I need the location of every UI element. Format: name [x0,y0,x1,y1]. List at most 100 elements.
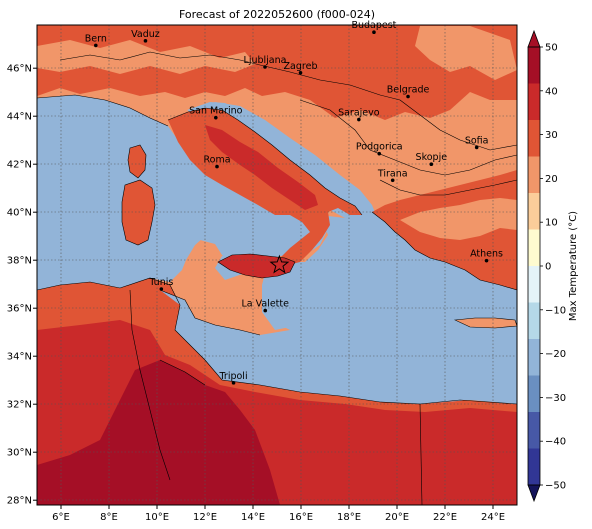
crete-island [455,318,517,328]
x-tick-label: 14°E [241,512,265,523]
colorbar-tick-label: −10 [545,305,566,316]
x-tick-label: 16°E [289,512,313,523]
y-axis-ticks: 28°N 30°N 32°N 34°N 36°N 38°N 40°N 42°N 44°N 46°N [7,64,37,507]
x-tick-label: 22°E [433,512,457,523]
colorbar-tick-label: 10 [545,218,558,229]
colorbar-band [528,375,540,413]
colorbar-extend-bottom [527,484,541,503]
colorbar-label: Max Temperature (°C) [568,211,579,321]
city-dot [263,65,267,69]
city-label: Belgrade [387,85,430,96]
colorbar-band [528,266,540,303]
city-label: Sarajevo [338,108,380,119]
city-dot [94,43,98,48]
x-tick-label: 6°E [52,512,70,523]
colorbar-tick-label: −40 [545,437,566,448]
y-tick-label: 44°N [7,112,32,123]
gridlines [37,25,517,505]
city-label: Bern [85,33,107,44]
city-label: San Marino [189,106,242,117]
city-dot [159,287,164,291]
city-label: Podgorica [356,142,403,153]
city-dot [143,39,148,43]
colorbar-tick-label: 20 [545,174,558,185]
colorbar-tick-label: −50 [545,481,566,492]
tyrrhenian-sea [145,130,310,282]
colorbar-tick-label: 40 [545,86,558,97]
y-tick-label: 30°N [7,448,32,459]
map-panel [37,25,517,505]
colorbar-tick-label: −20 [545,349,566,360]
city-label: Tirana [377,168,408,179]
city-dot [429,162,434,166]
temp-region-alps [37,40,255,74]
star-shape [269,254,290,274]
y-tick-label: 46°N [7,64,32,75]
x-tick-label: 8°E [100,512,118,523]
y-tick-label: 28°N [7,496,32,507]
location-star-marker [269,254,290,274]
city-dot [231,381,236,385]
sardinia-island [122,180,155,245]
colorbar-extend-top [527,29,541,48]
colorbar-band [528,302,540,340]
colorbar-band [528,193,540,230]
colorbar-tick-label: 30 [545,130,558,141]
colorbar: 50 40 30 20 10 0 −10 −20 −30 −40 −50 [527,29,566,503]
x-tick-label: 20°E [385,512,409,523]
city-label: Ljubljana [244,55,287,66]
colorbar-band [528,339,540,376]
x-tick-label: 12°E [193,512,217,523]
city-dot [263,308,268,313]
corsica-island [128,145,146,178]
x-tick-label: 24°E [481,512,505,523]
map-frame [36,24,518,506]
figure-title: Forecast of 2022052600 (f000-024) [179,8,375,21]
city-dot [484,258,489,263]
city-label: Athens [470,249,503,260]
city-dot [390,178,395,183]
y-tick-label: 40°N [7,208,32,219]
city-dot [214,115,218,120]
y-tick-label: 42°N [7,160,32,171]
city-dot [215,164,219,169]
greece-warm [400,198,517,240]
city-label: Budapest [351,20,396,31]
city-label: Vaduz [131,29,160,40]
y-tick-label: 36°N [7,304,32,315]
colorbar-band [528,83,540,121]
country-borders [37,51,517,505]
y-tick-label: 32°N [7,400,32,411]
city-dot [372,30,376,34]
x-tick-label: 10°E [145,512,169,523]
colorbar-tick-label: −30 [545,393,566,404]
city-dot [298,70,303,75]
city-label: Skopje [416,152,448,163]
temp-region-africa-50plus [37,360,280,505]
colorbar-band [528,47,540,84]
city-label: Tunis [148,277,173,288]
city-label: Sofia [465,135,489,146]
x-tick-label: 18°E [337,512,361,523]
city-dot [474,145,479,150]
italy-peninsula [168,108,362,265]
colorbar-band [528,448,540,486]
colorbar-tick-label: 50 [545,43,558,54]
city-label: Roma [203,155,230,166]
colorbar-band [528,156,540,194]
ionian-sea [262,215,517,330]
city-dot [406,94,410,99]
italy-hot-core [205,125,318,210]
colorbar-band [528,229,540,267]
city-label: Zagreb [284,61,318,72]
y-tick-label: 38°N [7,256,32,267]
city-label: La Valette [241,299,289,310]
colorbar-band [528,120,540,157]
colorbar-tick-label: 0 [545,262,551,273]
colorbar-band [528,412,540,449]
x-axis-ticks: 6°E 8°E 10°E 12°E 14°E 16°E 18°E 20°E 22°E 24°E [52,505,505,523]
city-label: Tripoli [219,371,248,382]
y-tick-label: 34°N [7,352,32,363]
